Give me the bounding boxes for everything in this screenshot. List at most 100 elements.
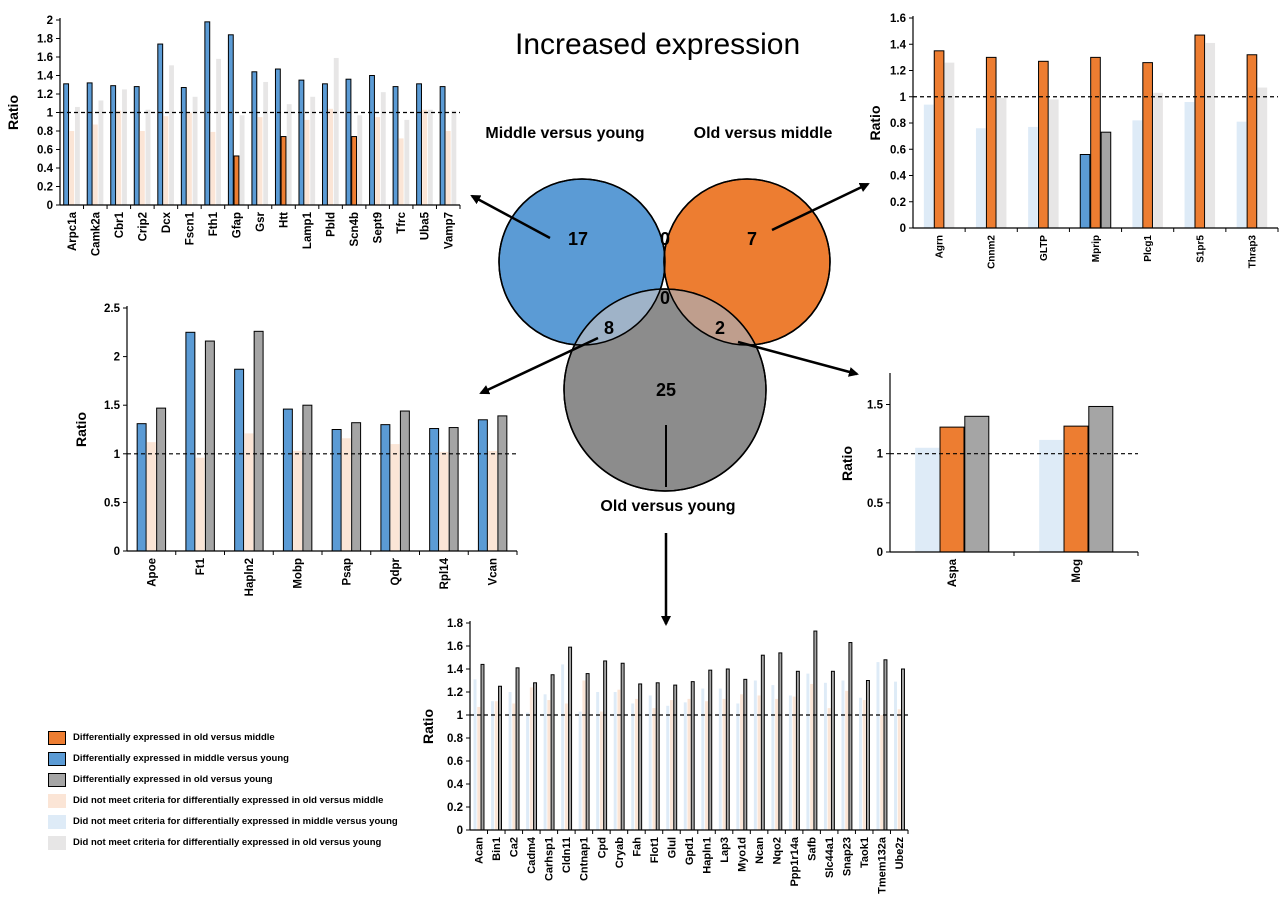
bar-old-vs-young [533, 682, 538, 831]
y-tick-label: 2 [114, 352, 120, 364]
bar-old-vs-young [1153, 92, 1163, 228]
y-tick-label: 0 [900, 223, 906, 235]
y-tick-label: 0.8 [447, 733, 464, 745]
x-tick-label: Uba5 [420, 211, 432, 240]
bar-old-vs-young [708, 669, 713, 831]
arrow-to-overlap2-chart [737, 340, 859, 377]
bar-old-vs-middle [582, 680, 586, 830]
y-tick-label: 0.8 [890, 118, 907, 130]
bar-old-vs-middle [439, 451, 449, 551]
x-tick-label: Nqo2 [771, 837, 783, 865]
bar-old-vs-middle [293, 450, 303, 551]
x-tick-label: Plcg1 [1143, 235, 1154, 262]
bar-old-vs-middle [1063, 425, 1089, 553]
y-tick-label: 0 [47, 200, 53, 212]
x-tick-label: Dcx [161, 211, 173, 233]
legend-item: Differentially expressed in old versus y… [48, 769, 398, 790]
y-tick-label: 1.5 [867, 400, 884, 412]
bar-old-vs-young [568, 646, 573, 831]
bar-middle-vs-young [823, 682, 827, 830]
bar-old-vs-middle [933, 50, 945, 229]
bar-old-vs-middle [862, 700, 866, 830]
y-axis-label: Ratio [5, 95, 21, 130]
bar-old-vs-middle [195, 457, 205, 551]
bar-old-vs-young [830, 670, 835, 831]
bar-old-vs-middle [897, 709, 901, 830]
bar-old-vs-middle [445, 131, 451, 205]
y-tick-label: 1.2 [447, 687, 463, 699]
y-tick-label: 0.5 [867, 498, 884, 510]
bar-old-vs-middle [304, 119, 310, 205]
y-tick-label: 2 [47, 15, 53, 27]
bar-old-vs-middle [257, 117, 263, 205]
bar-middle-vs-young [701, 688, 705, 830]
x-tick-label: Flot1 [649, 837, 661, 863]
bar-old-vs-middle [69, 131, 75, 205]
bar-old-vs-middle [341, 438, 351, 551]
x-tick-label: Arpc1a [67, 211, 79, 251]
figure-title: Increased expression [515, 28, 801, 61]
bar-old-vs-middle [687, 698, 691, 830]
bar-old-vs-young [399, 410, 410, 552]
bar-old-vs-middle [488, 450, 498, 551]
bar-middle-vs-young [157, 43, 164, 206]
legend-label: Did not meet criteria for differentially… [73, 816, 398, 827]
legend-swatch [48, 751, 66, 766]
bar-old-vs-young [655, 682, 660, 831]
bar-old-vs-young [480, 663, 485, 831]
bar-middle-vs-young [666, 705, 670, 830]
x-tick-label: Gpd1 [684, 837, 696, 865]
bar-middle-vs-young [274, 68, 281, 206]
legend-swatch [48, 730, 66, 745]
legend-swatch [48, 772, 66, 787]
bar-old-vs-young [1257, 87, 1268, 228]
legend-label: Did not meet criteria for differentially… [73, 795, 384, 806]
bar-middle-vs-young [1079, 154, 1091, 229]
x-tick-label: Hapln2 [244, 558, 256, 596]
legend-label: Differentially expressed in old versus m… [73, 732, 275, 743]
bar-old-vs-middle [939, 426, 965, 553]
bar-middle-vs-young [322, 83, 328, 206]
bar-old-vs-young [357, 115, 363, 205]
y-tick-label: 1 [114, 449, 121, 461]
bar-old-vs-young [216, 58, 222, 205]
x-tick-label: Gsr [255, 211, 267, 231]
y-tick-label: 0.4 [447, 779, 464, 791]
bar-middle-vs-young [841, 680, 845, 830]
y-tick-label: 1.6 [37, 52, 53, 64]
bar-middle-vs-young [648, 695, 652, 830]
y-tick-label: 1.4 [37, 71, 54, 83]
venn-count-oldmid-oldyoung: 2 [715, 318, 725, 338]
venn-label-middle-vs-young: Middle versus young [485, 125, 644, 142]
x-tick-label: Acan [474, 837, 486, 864]
bar-old-vs-young [901, 668, 905, 831]
bar-old-vs-young [351, 422, 362, 552]
x-tick-label: Mog [1071, 559, 1083, 583]
x-tick-label: Cpd [596, 837, 608, 858]
bar-middle-vs-young [491, 701, 495, 830]
bar-old-vs-young [673, 684, 678, 831]
x-tick-label: Mprip [1091, 235, 1102, 262]
bar-old-vs-young [848, 642, 853, 831]
bar-middle-vs-young [439, 86, 446, 206]
bar-old-vs-middle [390, 444, 400, 551]
bar-middle-vs-young [1039, 439, 1064, 552]
bar-old-vs-middle [1038, 60, 1049, 229]
x-tick-label: Carhsp1 [544, 837, 556, 881]
x-tick-label: Camk2a [90, 211, 102, 256]
bar-old-vs-middle [92, 124, 98, 205]
bar-middle-vs-young [298, 79, 305, 206]
bar-old-vs-young [448, 427, 459, 552]
venn-label-old-vs-young: Old versus young [600, 498, 735, 515]
bar-middle-vs-young [392, 86, 399, 206]
bar-old-vs-young [333, 57, 339, 205]
bar-old-vs-middle [1194, 34, 1206, 229]
bar-old-vs-middle [1142, 62, 1153, 229]
x-tick-label: Crip2 [137, 212, 149, 241]
bar-old-vs-young [964, 415, 990, 553]
x-tick-label: Vcan [488, 558, 500, 586]
x-tick-label: Thrap3 [1247, 235, 1258, 269]
bar-old-vs-middle [670, 700, 673, 830]
venn-count-oldyoung-only: 25 [656, 380, 676, 400]
venn-count-all-three: 0 [660, 288, 670, 308]
